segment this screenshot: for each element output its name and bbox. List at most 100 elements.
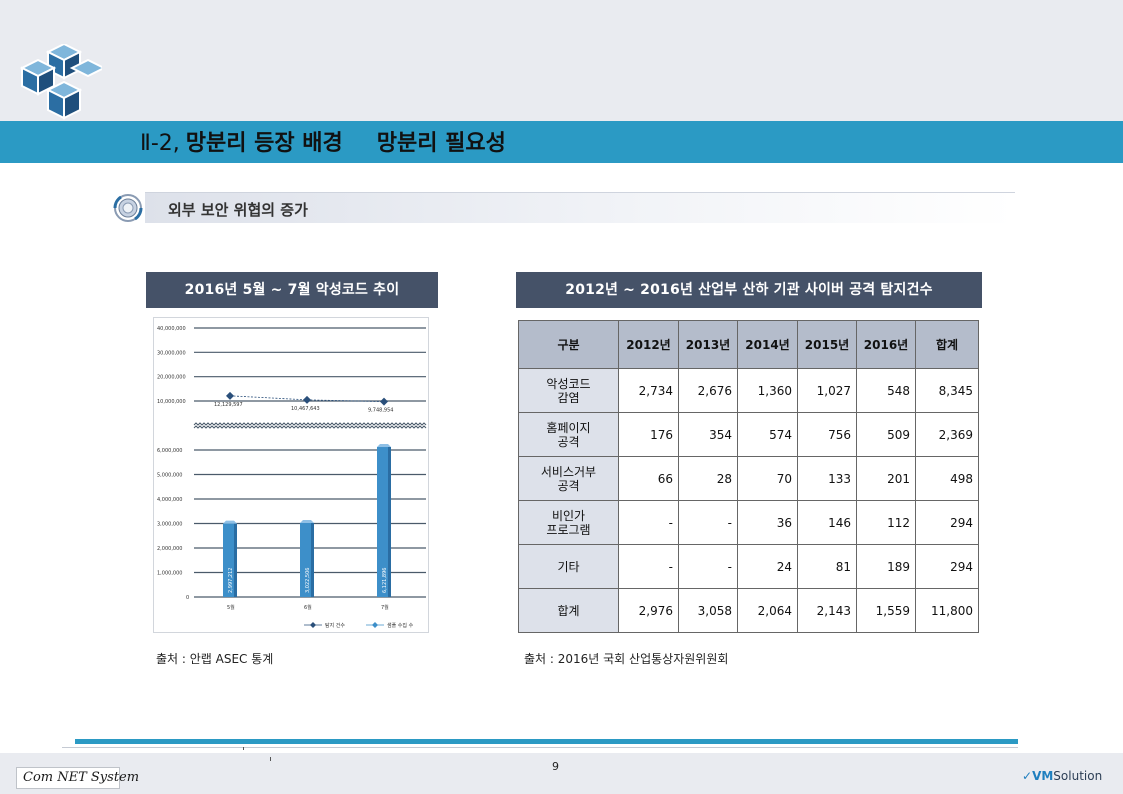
row-label: 합계 <box>518 588 619 633</box>
footer-rule-thin <box>62 747 1018 748</box>
table-cell: 70 <box>737 456 798 501</box>
globe-icon <box>113 194 143 222</box>
chart-bar-top <box>223 520 237 524</box>
table-cell: - <box>678 500 738 545</box>
table-cell: 294 <box>915 544 979 589</box>
table-cell: 201 <box>856 456 916 501</box>
vmsolution-vm: VM <box>1032 769 1054 783</box>
table-source: 출처 : 2016년 국회 산업통상자원위원회 <box>524 652 729 666</box>
table-cell: 24 <box>737 544 798 589</box>
chart-y-tick-label: 4,000,000 <box>157 497 182 503</box>
col-header: 2015년 <box>797 320 857 369</box>
table-cell: 294 <box>915 500 979 545</box>
title-number: Ⅱ-2, <box>140 131 180 156</box>
footer-tick <box>270 757 271 761</box>
table-cell: 756 <box>797 412 857 457</box>
cube-logo-icon <box>19 44 102 120</box>
table-cell: 176 <box>618 412 679 457</box>
chart-x-tick-label: 6월 <box>304 604 312 611</box>
table-cell: 1,027 <box>797 368 857 413</box>
table-cell: 28 <box>678 456 738 501</box>
chart-y-tick-label: 30,000,000 <box>157 350 186 356</box>
table-cell: 36 <box>737 500 798 545</box>
row-label: 기타 <box>518 544 619 589</box>
row-label: 홈페이지 공격 <box>518 412 619 457</box>
table-row: 기타 - -24 81 189 294 <box>518 544 979 589</box>
chart-line-point <box>380 397 388 406</box>
chart-x-tick-label: 7월 <box>381 604 389 611</box>
attack-table: 구분 2012년 2013년 2014년 2015년 2016년 합계 악성코드… <box>518 320 979 633</box>
chart-bar-value-label: 2,997,212 <box>228 568 234 593</box>
table-cell: 2,976 <box>618 588 679 633</box>
table-cell: 2,143 <box>797 588 857 633</box>
table-cell: 66 <box>618 456 679 501</box>
table-cell: 3,058 <box>678 588 738 633</box>
chart-bar-shade <box>234 523 237 597</box>
legend-label: 탐지 건수 <box>325 622 345 629</box>
table-cell: 2,734 <box>618 368 679 413</box>
vm-check-icon: ✓ <box>1022 769 1033 783</box>
table-panel-heading: 2012년 ~ 2016년 산업부 산하 기관 사이버 공격 탐지건수 <box>516 272 982 308</box>
chart-y-tick-label: 5,000,000 <box>157 473 182 479</box>
legend-marker <box>310 622 316 628</box>
table-cell: 189 <box>856 544 916 589</box>
chart-y-tick-label: 1,000,000 <box>157 571 182 577</box>
footer-tick <box>243 747 244 750</box>
chart-y-tick-label: 6,000,000 <box>157 448 182 454</box>
table-cell: 8,345 <box>915 368 979 413</box>
table-cell: 509 <box>856 412 916 457</box>
table-row: 홈페이지 공격 176 354 574 756 509 2,369 <box>518 412 979 457</box>
chart-line-point <box>226 391 234 400</box>
page-number: 9 <box>552 760 559 773</box>
axis-break-line <box>193 425 427 429</box>
legend-label: 샘플 수집 수 <box>387 622 414 629</box>
table-cell: - <box>678 544 738 589</box>
footer-rule <box>75 739 1018 744</box>
malware-trend-chart: 40,000,000 30,000,000 20,000,000 10,000,000… <box>153 317 429 633</box>
table-cell: 112 <box>856 500 916 545</box>
table-cell: 133 <box>797 456 857 501</box>
table-row: 합계 2,976 3,058 2,064 2,143 1,559 11,800 <box>518 588 979 633</box>
chart-line-value-label: 9,748,954 <box>368 408 393 414</box>
chart-source: 출처 : 안랩 ASEC 통계 <box>156 652 274 666</box>
chart-bar <box>223 523 237 597</box>
section-heading-bar <box>145 192 1015 223</box>
chart-line-value-label: 10,467,643 <box>291 406 320 412</box>
chart-y-tick-label: 20,000,000 <box>157 375 186 381</box>
col-header: 2013년 <box>678 320 738 369</box>
chart-bar-shade <box>388 447 391 597</box>
table-cell: 11,800 <box>915 588 979 633</box>
chart-line-value-label: 12,129,597 <box>214 402 243 408</box>
title-band <box>0 121 1123 163</box>
table-cell: 2,676 <box>678 368 738 413</box>
table-cell: 1,559 <box>856 588 916 633</box>
row-label: 악성코드 감염 <box>518 368 619 413</box>
table-cell: 1,360 <box>737 368 798 413</box>
axis-break-line <box>193 422 427 426</box>
chart-y-tick-label: 10,000,000 <box>157 399 186 405</box>
chart-y-tick-label: 3,000,000 <box>157 522 182 528</box>
table-cell: 574 <box>737 412 798 457</box>
row-label: 비인가 프로그램 <box>518 500 619 545</box>
title-main: 망분리 등장 배경 <box>185 131 343 156</box>
chart-y-tick-label: 40,000,000 <box>157 326 186 332</box>
table-row: 악성코드 감염 2,734 2,676 1,360 1,027 548 8,345 <box>518 368 979 413</box>
chart-y-tick-label: 2,000,000 <box>157 546 182 552</box>
section-heading: 외부 보안 위협의 증가 <box>168 201 308 219</box>
comnet-logo: Com NET System <box>16 767 139 789</box>
table-cell: - <box>618 544 679 589</box>
chart-panel-heading: 2016년 5월 ~ 7월 악성코드 추이 <box>146 272 438 308</box>
vmsolution-logo: ✓VMSolution <box>1022 769 1102 783</box>
title-sub: 망분리 필요성 <box>376 131 506 156</box>
legend-marker <box>372 622 378 628</box>
col-header: 2014년 <box>737 320 798 369</box>
chart-bar-value-label: 6,121,896 <box>382 568 388 593</box>
table-cell: 146 <box>797 500 857 545</box>
table-cell: 498 <box>915 456 979 501</box>
vmsolution-rest: Solution <box>1053 769 1103 783</box>
chart-bar-top <box>377 444 391 448</box>
page-title: Ⅱ-2, 망분리 등장 배경 망분리 필요성 <box>140 129 506 159</box>
chart-bar <box>377 447 391 597</box>
table-header-row: 구분 2012년 2013년 2014년 2015년 2016년 합계 <box>518 320 979 369</box>
table-row: 서비스거부 공격 66 28 70 133 201 498 <box>518 456 979 501</box>
